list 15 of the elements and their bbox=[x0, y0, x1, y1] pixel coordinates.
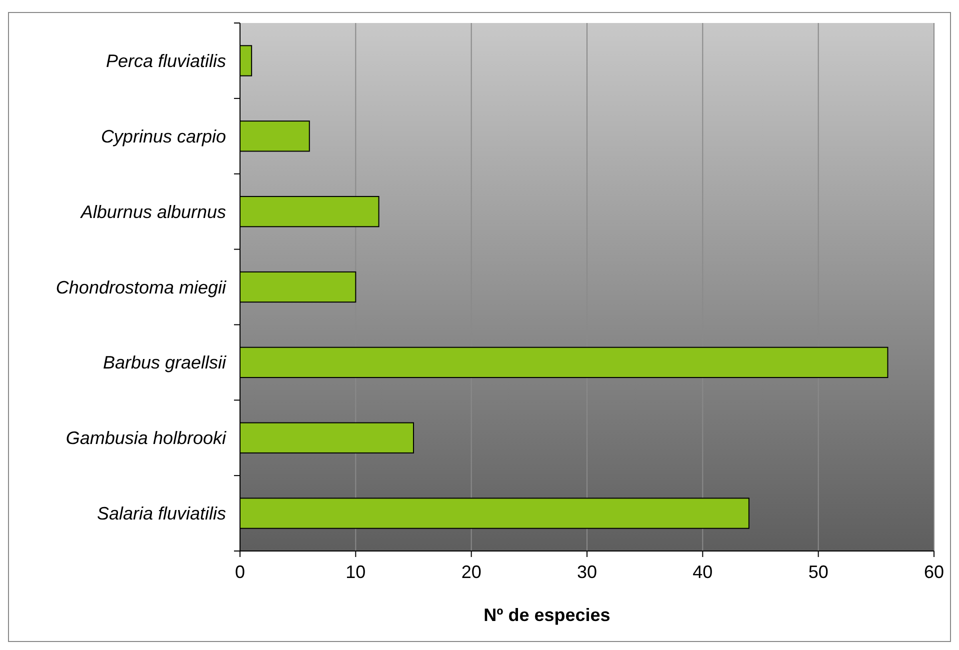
y-tick-label: Chondrostoma miegii bbox=[56, 277, 227, 298]
y-tick-label: Cyprinus carpio bbox=[100, 126, 226, 146]
y-tick-label: Alburnus alburnus bbox=[80, 202, 226, 222]
x-tick-label: 10 bbox=[346, 562, 366, 582]
x-tick-label: 60 bbox=[924, 562, 944, 582]
y-tick-label: Salaria fluviatilis bbox=[96, 504, 226, 524]
x-axis-title: Nº de especies bbox=[484, 605, 610, 625]
y-tick-label: Perca fluviatilis bbox=[106, 51, 226, 72]
y-tick-label: Gambusia holbrooki bbox=[66, 428, 227, 448]
y-tick-label: Barbus graellsii bbox=[102, 352, 227, 373]
x-tick-label: 50 bbox=[808, 562, 828, 582]
x-tick-label: 20 bbox=[461, 562, 482, 582]
x-tick-label: 40 bbox=[692, 562, 713, 582]
x-tick-label: 30 bbox=[576, 562, 598, 582]
x-tick-label: 0 bbox=[234, 562, 246, 582]
